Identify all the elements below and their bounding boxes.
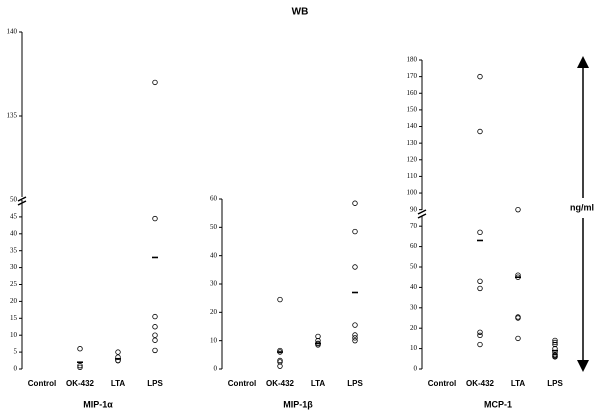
y-tick-label: 60 [410,242,418,250]
point [477,285,483,292]
category-label: OK-432 [466,379,495,388]
point [477,128,483,135]
point [152,324,158,330]
category-label: LTA [311,379,326,388]
point [477,278,483,284]
y-tick-label: 50 [410,263,418,271]
x-axis-label: MIP-1β [283,399,313,409]
category-label: LTA [111,379,126,388]
y-tick-label: 40 [410,283,418,291]
point [77,362,83,369]
x-axis-label: MIP-1α [83,399,113,409]
category-label: LPS [347,379,363,388]
point [515,315,521,321]
axis-break [17,196,27,202]
category-label: LPS [147,379,163,388]
y-tick-label: 120 [407,155,418,163]
point [552,341,558,348]
y-tick-label: 45 [10,213,18,221]
y-tick-label: 10 [10,331,18,339]
point [552,339,558,346]
point [352,337,358,344]
category-label: OK-432 [266,379,295,388]
y-tick-label: 170 [407,72,418,80]
y-tick-label: 50 [210,223,218,231]
category-label: Control [428,379,456,388]
x-axis-label: MCP-1 [484,399,512,409]
unit-label: ng/ml [570,202,594,212]
y-tick-label: 20 [410,324,418,332]
point [115,349,121,355]
y-tick-label: 135 [7,112,18,120]
y-tick-label: 140 [407,122,418,130]
y-tick-label: 50 [10,196,18,204]
y-tick-label: 25 [10,280,18,288]
point [352,264,358,270]
point [352,335,358,341]
category-label: LPS [547,379,563,388]
category-label: Control [228,379,256,388]
y-tick-label: 140 [7,28,18,36]
category-label: OK-432 [66,379,95,388]
point [77,346,83,352]
y-tick-label: 20 [210,308,218,316]
y-tick-label: 110 [407,172,418,180]
point [152,79,158,86]
axis-break [17,200,27,206]
point [477,341,483,348]
title: WB [292,7,309,18]
y-tick-label: 35 [10,246,18,254]
point [152,337,158,343]
y-tick-label: 0 [414,365,418,373]
y-tick-label: 20 [10,297,18,305]
y-tick-label: 60 [210,195,218,203]
point [77,364,83,371]
point [352,200,358,206]
axis-break [417,213,427,219]
point [277,347,283,354]
y-tick-label: 150 [407,106,418,114]
point [152,313,158,320]
y-tick-label: 40 [210,251,218,259]
point [152,332,158,338]
y-tick-label: 180 [407,56,418,64]
point [152,347,158,354]
y-tick-label: 30 [210,280,218,288]
point [515,335,521,342]
y-tick-label: 0 [14,365,18,373]
y-tick-label: 130 [407,139,418,147]
point [477,329,483,335]
point [352,322,358,328]
point [515,206,521,213]
y-tick-label: 160 [407,89,418,97]
point [152,215,158,222]
y-tick-label: 10 [210,336,218,344]
category-label: Control [28,379,56,388]
point [277,363,283,369]
y-tick-label: 10 [410,344,418,352]
y-tick-label: 15 [10,314,18,322]
point [352,332,358,338]
point [477,73,483,80]
point [477,229,483,236]
point [477,332,483,339]
y-tick-label: 30 [410,303,418,311]
point [315,342,321,348]
y-tick-label: 30 [10,263,18,271]
point [552,337,558,344]
point [352,228,358,235]
point [552,354,558,360]
y-tick-label: 70 [410,222,418,230]
y-tick-label: 0 [214,365,218,373]
point [277,357,283,364]
category-label: LTA [511,379,526,388]
y-tick-label: 100 [407,189,418,197]
axis-break [417,209,427,215]
y-tick-label: 40 [10,229,18,237]
y-tick-label: 90 [410,205,418,213]
point [277,296,283,303]
y-tick-label: 5 [14,348,18,356]
